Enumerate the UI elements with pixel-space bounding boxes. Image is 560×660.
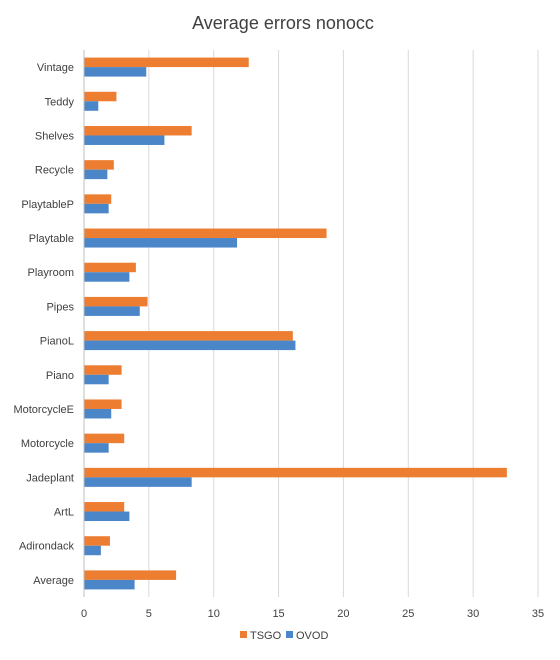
bar-ovod-average [84,579,135,590]
bar-tsgo-motorcyclee [84,399,122,409]
category-label: Shelves [35,130,75,142]
bar-tsgo-jadeplant [84,467,507,478]
legend-swatch-tsgo [240,631,247,638]
bar-ovod-recycle [84,169,108,180]
bar-tsgo-motorcycle [84,433,125,444]
legend-swatch-ovod [286,631,293,638]
category-label: PlaytableP [21,199,74,211]
bar-ovod-playtable [84,238,238,248]
bar-tsgo-playroom [84,262,136,273]
bar-ovod-motorcyclee [84,408,112,419]
bar-ovod-teddy [84,101,99,111]
bar-tsgo-vintage [84,57,249,68]
category-label: Motorcycle [21,438,74,450]
bar-ovod-piano [84,374,109,385]
category-label: Pipes [46,301,74,313]
x-tick-label: 30 [467,608,479,620]
bar-tsgo-pipes [84,296,148,307]
category-label: Piano [46,370,74,382]
bar-ovod-vintage [84,67,147,77]
bar-tsgo-artl [84,502,125,512]
x-tick-label: 0 [81,608,87,620]
category-label: Vintage [37,62,74,74]
legend-label-ovod: OVOD [296,630,328,642]
bar-tsgo-adirondack [84,536,110,546]
bar-tsgo-piano [84,365,122,375]
category-label: PianoL [40,336,74,348]
category-label: Teddy [45,96,75,108]
bar-ovod-jadeplant [84,477,192,487]
bar-tsgo-playtable [84,228,327,239]
x-tick-label: 35 [532,608,544,620]
bar-ovod-artl [84,511,130,522]
legend: TSGO OVOD [240,630,328,642]
category-label: ArtL [54,507,74,519]
bar-ovod-pianol [84,340,296,351]
bar-tsgo-average [84,570,177,580]
bar-tsgo-recycle [84,160,114,170]
category-label: MotorcycleE [13,404,74,416]
bars [84,57,507,590]
category-label: Average [33,575,74,587]
x-tick-label: 10 [208,608,220,620]
axes: 0 5 10 15 20 25 30 35 Vintage Teddy Shelves Recycle… [13,50,544,620]
chart-title: Average errors nonocc [192,13,374,33]
category-label: Recycle [35,165,74,177]
bar-ovod-adirondack [84,545,101,556]
x-tick-label: 15 [272,608,284,620]
bar-ovod-playtablep [84,203,109,214]
x-tick-label: 5 [146,608,152,620]
category-label: Playroom [28,267,74,279]
bar-tsgo-teddy [84,91,117,102]
category-label: Jadeplant [26,472,74,484]
bar-ovod-playroom [84,272,130,282]
bar-ovod-motorcycle [84,443,109,453]
x-tick-label: 20 [337,608,349,620]
bar-tsgo-shelves [84,125,192,136]
bar-tsgo-pianol [84,331,293,341]
category-label: Playtable [29,233,74,245]
legend-label-tsgo: TSGO [250,630,282,642]
bar-ovod-shelves [84,135,165,145]
bar-ovod-pipes [84,306,140,316]
category-label: Adirondack [19,541,75,553]
gridlines [148,50,539,597]
bar-tsgo-playtablep [84,194,112,204]
x-tick-label: 25 [402,608,414,620]
